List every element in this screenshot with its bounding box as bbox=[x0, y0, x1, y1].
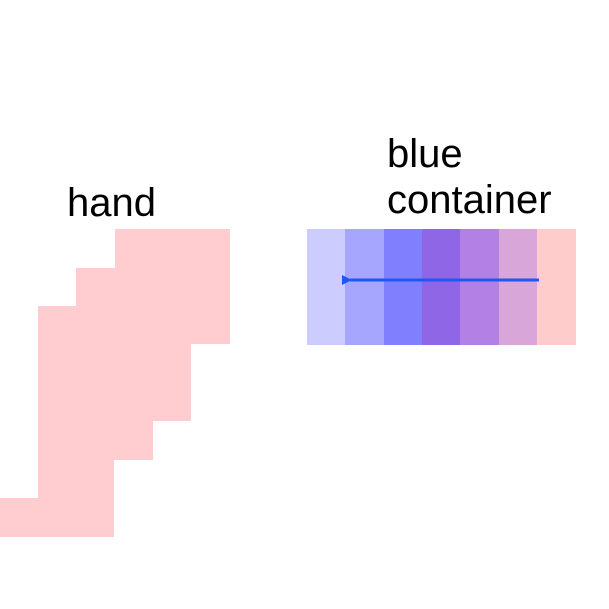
container-segment-1 bbox=[307, 229, 346, 345]
container-segment-7 bbox=[537, 229, 576, 345]
hand-shape bbox=[0, 229, 230, 537]
container-segment-5 bbox=[460, 229, 499, 345]
blue-container bbox=[307, 229, 576, 345]
hand-label: hand bbox=[67, 181, 156, 225]
container-segment-6 bbox=[499, 229, 538, 345]
container-segment-2 bbox=[345, 229, 384, 345]
blue-container-label-line-1: blue bbox=[387, 132, 463, 176]
container-segment-3 bbox=[384, 229, 423, 345]
blue-container-label-line-2: container bbox=[387, 178, 552, 222]
blue-container-label: blue container bbox=[387, 131, 552, 223]
container-segment-4 bbox=[422, 229, 461, 345]
